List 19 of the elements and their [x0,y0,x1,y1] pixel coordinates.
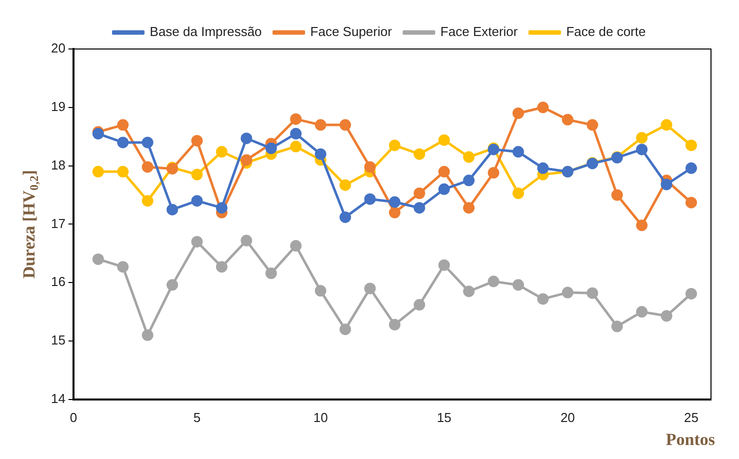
y-tick-label: 20 [50,40,66,56]
x-tick-label: 20 [560,410,575,425]
y-tick-label: 19 [50,98,66,114]
x-tick-label: 0 [70,410,78,425]
legend-label: Base da Impressão [150,24,262,40]
x-tick-label: 25 [684,410,698,425]
y-tick-label: 14 [50,390,66,406]
y-tick-label: 15 [50,332,66,348]
legend-label: Face Superior [310,24,393,40]
y-tick-label: 17 [50,216,66,231]
x-tick-label: 5 [193,410,201,425]
x-tick-label: 10 [313,410,328,425]
y-axis-title: Dureza [HV0,2] [19,170,42,278]
legend-label: Face de corte [566,24,646,40]
x-tick-label: 15 [436,410,452,425]
y-tick-label: 16 [50,274,66,290]
y-tick-label: 18 [50,157,66,172]
legend-label: Face Exterior [440,24,518,40]
x-axis-title: Pontos [666,430,716,449]
